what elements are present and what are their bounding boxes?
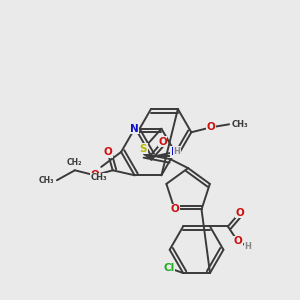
Text: O: O: [158, 137, 167, 147]
Text: N: N: [130, 124, 139, 134]
Text: N: N: [170, 147, 179, 157]
Text: CH₃: CH₃: [91, 173, 107, 182]
Text: O: O: [207, 122, 216, 132]
Text: Cl: Cl: [164, 263, 175, 273]
Text: O: O: [90, 170, 99, 180]
Text: S: S: [140, 144, 147, 154]
Text: O: O: [233, 236, 242, 246]
Text: CH₃: CH₃: [38, 176, 54, 185]
Text: H: H: [244, 242, 251, 251]
Text: H: H: [174, 147, 181, 156]
Text: O: O: [103, 147, 112, 158]
Text: CH₂: CH₂: [67, 158, 83, 167]
Text: O: O: [236, 208, 244, 218]
Text: O: O: [170, 204, 179, 214]
Text: CH₃: CH₃: [232, 120, 249, 129]
